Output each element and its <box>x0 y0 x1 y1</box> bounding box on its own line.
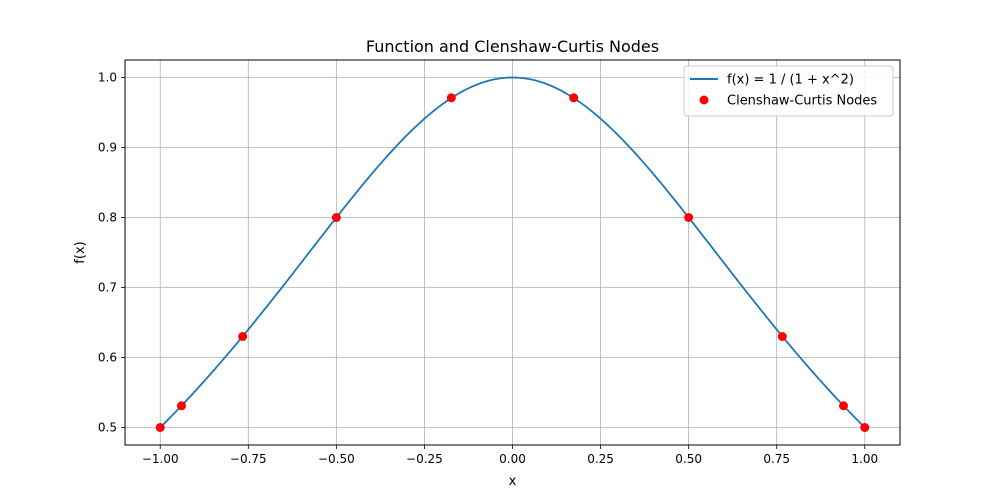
y-tick-label: 0.7 <box>98 281 117 295</box>
x-axis-ticks: −1.00 −0.75 −0.50 −0.25 0.00 0.25 0.50 0.75 1.00 <box>142 445 878 466</box>
node-point <box>238 332 248 341</box>
function-curve-layer <box>159 76 866 429</box>
y-axis-ticks: 0.5 0.6 0.7 0.8 0.9 1.0 <box>98 71 125 435</box>
node-point <box>684 213 694 222</box>
node-point <box>155 423 165 432</box>
legend-marker-swatch <box>699 95 709 105</box>
x-tick-label: −0.75 <box>230 452 267 466</box>
x-tick-label: 0.00 <box>499 452 526 466</box>
node-points-layer <box>155 93 870 432</box>
legend-entry-function: f(x) = 1 / (1 + x^2) <box>727 73 854 88</box>
node-point <box>839 401 849 411</box>
x-tick-label: 0.25 <box>587 452 614 466</box>
x-axis-label: x <box>509 474 517 489</box>
legend-entry-nodes: Clenshaw-Curtis Nodes <box>727 94 877 109</box>
y-tick-label: 0.5 <box>98 421 117 435</box>
node-point <box>446 93 456 103</box>
y-tick-label: 0.8 <box>98 211 117 225</box>
node-point <box>860 423 870 432</box>
y-tick-label: 0.6 <box>98 351 117 365</box>
y-tick-label: 1.0 <box>98 71 117 85</box>
legend: f(x) = 1 / (1 + x^2) Clenshaw-Curtis Nod… <box>683 65 894 117</box>
x-tick-label: 0.50 <box>675 452 702 466</box>
legend-box <box>683 65 894 117</box>
x-tick-label: 1.00 <box>851 452 878 466</box>
x-tick-label: −1.00 <box>142 452 179 466</box>
node-point <box>331 213 341 222</box>
function-curve <box>159 76 866 429</box>
y-tick-label: 0.9 <box>98 141 117 155</box>
x-tick-label: 0.75 <box>763 452 790 466</box>
node-point <box>777 332 787 341</box>
x-tick-label: −0.25 <box>406 452 443 466</box>
node-point <box>569 93 579 103</box>
chart-title: Function and Clenshaw-Curtis Nodes <box>366 37 659 56</box>
node-point <box>176 401 186 411</box>
y-axis-label: f(x) <box>73 241 88 263</box>
x-tick-label: −0.50 <box>318 452 355 466</box>
